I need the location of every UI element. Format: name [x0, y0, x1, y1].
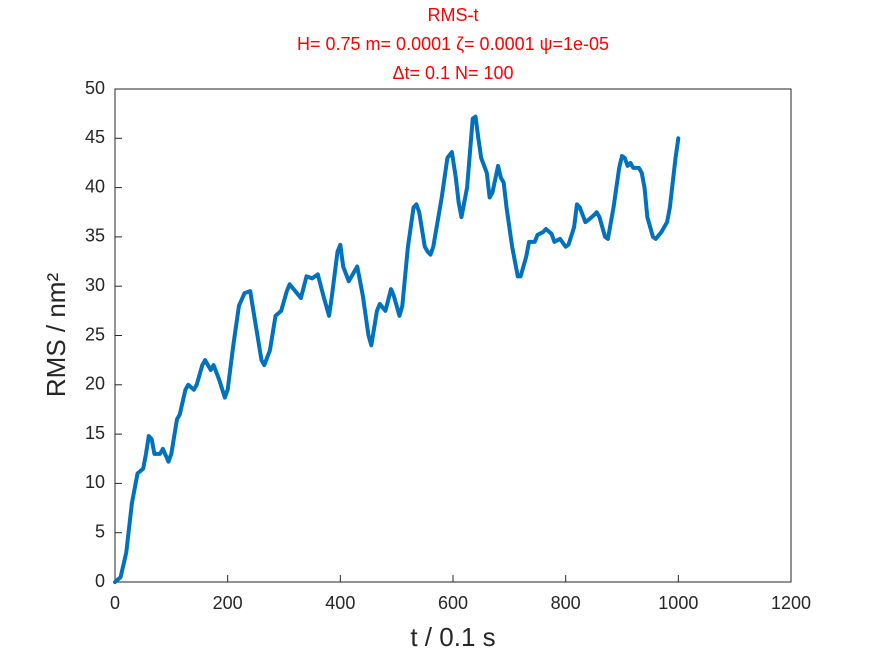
- y-tick-label: 30: [85, 275, 105, 295]
- chart-title: H= 0.75 m= 0.0001 ζ= 0.0001 ψ=1e-05: [297, 34, 609, 54]
- y-tick-label: 35: [85, 226, 105, 246]
- x-tick-label: 200: [213, 593, 243, 613]
- data-line: [113, 114, 681, 584]
- x-axis-label: t / 0.1 s: [410, 622, 495, 652]
- x-tick-label: 400: [325, 593, 355, 613]
- y-tick-label: 10: [85, 472, 105, 492]
- y-axis-label: RMS / nm²: [41, 273, 71, 398]
- x-tick-label: 800: [551, 593, 581, 613]
- chart-title: Δt= 0.1 N= 100: [392, 63, 513, 83]
- x-tick-label: 0: [110, 593, 120, 613]
- y-tick-label: 25: [85, 324, 105, 344]
- y-tick-label: 5: [95, 521, 105, 541]
- y-tick-label: 45: [85, 127, 105, 147]
- y-tick-label: 50: [85, 78, 105, 98]
- chart-title: RMS-t: [428, 5, 479, 25]
- x-tick-label: 1000: [658, 593, 698, 613]
- y-tick-label: 20: [85, 374, 105, 394]
- y-tick-label: 15: [85, 423, 105, 443]
- y-tick-label: 40: [85, 176, 105, 196]
- x-tick-label: 1200: [771, 593, 811, 613]
- y-tick-label: 0: [95, 571, 105, 591]
- x-tick-label: 600: [438, 593, 468, 613]
